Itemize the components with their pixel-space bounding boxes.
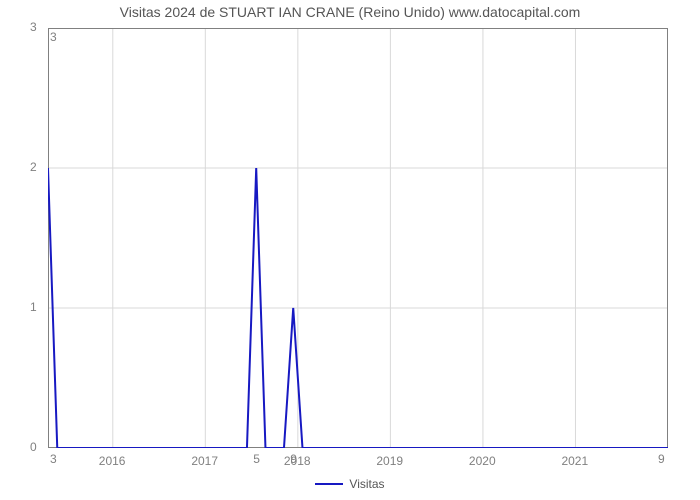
chart-title: Visitas 2024 de STUART IAN CRANE (Reino … (0, 4, 700, 20)
y-tick-label: 0 (30, 440, 37, 454)
y-tick-label: 2 (30, 160, 37, 174)
x-tick-label: 2019 (376, 454, 403, 468)
x-tick-label: 2017 (191, 454, 218, 468)
x-tick-label: 2016 (99, 454, 126, 468)
x-tick-label: 2021 (561, 454, 588, 468)
corner-label: 3 (50, 30, 57, 44)
corner-label: 9 (658, 452, 665, 466)
corner-label: 9 (290, 452, 297, 466)
x-tick-label: 2018 (284, 454, 311, 468)
y-tick-label: 1 (30, 300, 37, 314)
plot-area (48, 28, 668, 448)
legend-label: Visitas (349, 477, 384, 491)
x-tick-label: 2020 (469, 454, 496, 468)
legend: Visitas (0, 476, 700, 491)
corner-label: 5 (253, 452, 260, 466)
corner-label: 3 (50, 452, 57, 466)
y-tick-label: 3 (30, 20, 37, 34)
chart-container: Visitas 2024 de STUART IAN CRANE (Reino … (0, 0, 700, 500)
legend-swatch (315, 483, 343, 485)
